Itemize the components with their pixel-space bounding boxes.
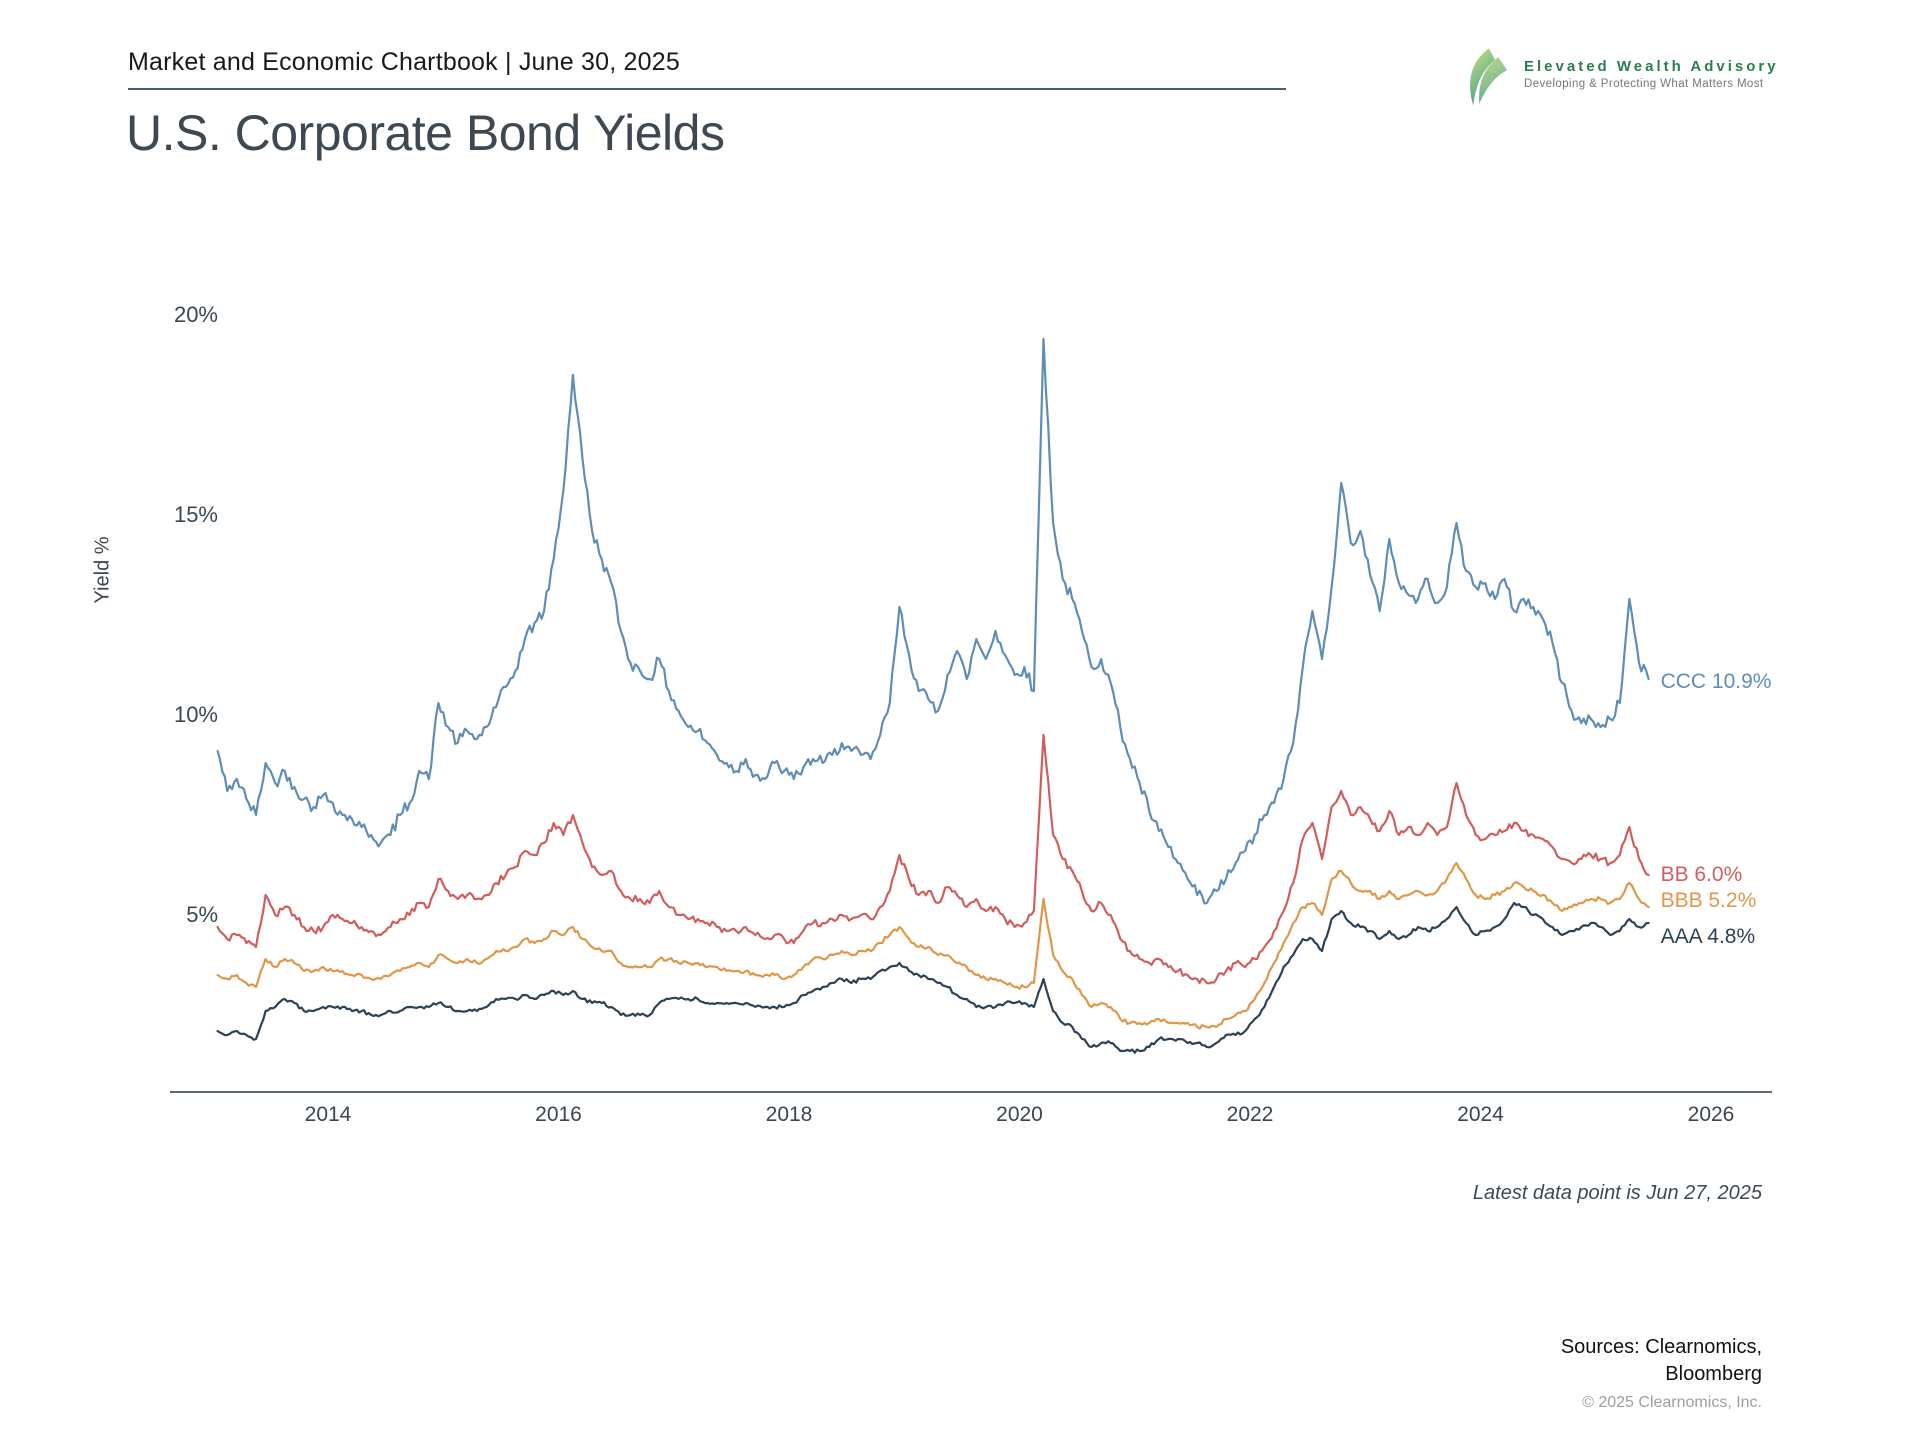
y-tick-label-15: 15%: [173, 502, 218, 527]
x-tick-label-2020: 2020: [996, 1103, 1043, 1126]
series-line-AAA: [216, 901, 1650, 1054]
chartbook-header: Market and Economic Chartbook | June 30,…: [128, 48, 680, 76]
x-tick-label-2014: 2014: [304, 1103, 352, 1126]
series-label-CCC: CCC 10.9%: [1660, 670, 1772, 693]
series-label-BBB: BBB 5.2%: [1660, 889, 1757, 912]
series-line-BBB: [216, 861, 1650, 1030]
logo-swoosh-icon: [1470, 48, 1508, 106]
sources-text: Sources: Clearnomics, Bloomberg: [1561, 1334, 1762, 1388]
x-tick-label-2016: 2016: [535, 1103, 582, 1126]
x-tick-label-2026: 2026: [1687, 1103, 1735, 1126]
series-line-CCC: [216, 337, 1650, 905]
series-label-AAA: AAA 4.8%: [1660, 925, 1756, 948]
copyright-text: © 2025 Clearnomics, Inc.: [1582, 1394, 1762, 1411]
x-tick-label-2022: 2022: [1226, 1103, 1274, 1126]
y-tick-label-5: 5%: [186, 902, 218, 927]
series-line-BB: [216, 733, 1650, 985]
y-tick-label-20: 20%: [173, 302, 218, 327]
x-tick-label-2018: 2018: [765, 1103, 813, 1126]
sources-line2: Bloomberg: [1665, 1363, 1762, 1385]
series-label-BB: BB 6.0%: [1660, 863, 1743, 886]
y-tick-label-10: 10%: [173, 702, 218, 727]
logo-name: Elevated Wealth Advisory: [1524, 58, 1779, 75]
logo: Elevated Wealth Advisory Developing & Pr…: [1462, 46, 1779, 108]
logo-tagline: Developing & Protecting What Matters Mos…: [1524, 78, 1764, 90]
page-title: U.S. Corporate Bond Yields: [126, 105, 725, 161]
logo-text: Elevated Wealth Advisory Developing & Pr…: [1524, 46, 1779, 90]
sources-line1: Sources: Clearnomics,: [1560, 1336, 1762, 1358]
header-divider: [128, 88, 1286, 90]
x-tick-label-2024: 2024: [1457, 1103, 1504, 1126]
latest-data-note: Latest data point is Jun 27, 2025: [1472, 1182, 1762, 1204]
